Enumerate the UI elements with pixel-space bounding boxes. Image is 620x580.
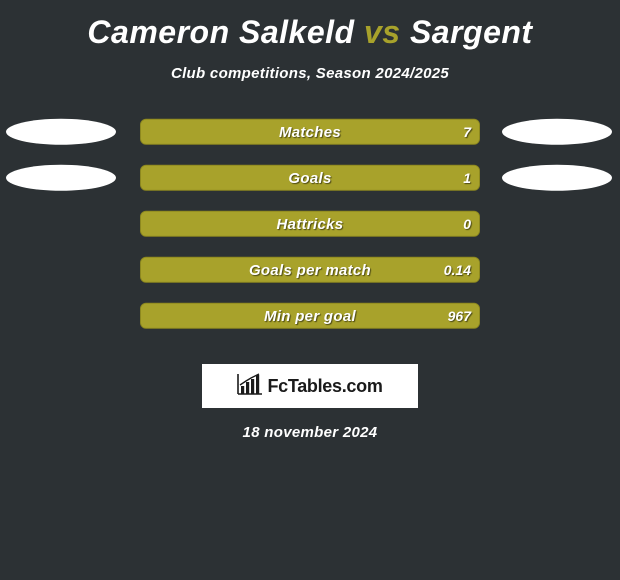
player2-name: Sargent <box>410 14 533 50</box>
stat-row: Goals per match0.14 <box>0 252 620 298</box>
player2-marker <box>502 165 612 191</box>
comparison-title: Cameron Salkeld vs Sargent <box>0 0 620 51</box>
stat-row: Hattricks0 <box>0 206 620 252</box>
stat-value: 7 <box>463 120 471 144</box>
stat-value: 1 <box>463 166 471 190</box>
player1-marker <box>6 165 116 191</box>
stat-label: Goals <box>141 166 479 190</box>
stat-value: 0 <box>463 212 471 236</box>
stat-value: 0.14 <box>444 258 471 282</box>
stat-row: Matches7 <box>0 114 620 160</box>
stat-row: Min per goal967 <box>0 298 620 344</box>
subtitle: Club competitions, Season 2024/2025 <box>0 65 620 82</box>
player1-marker <box>6 119 116 145</box>
player2-marker <box>502 119 612 145</box>
stat-label: Goals per match <box>141 258 479 282</box>
stat-bar: Matches7 <box>140 119 480 145</box>
stat-label: Min per goal <box>141 304 479 328</box>
date-text: 18 november 2024 <box>0 424 620 441</box>
stats-area: Matches7Goals1Hattricks0Goals per match0… <box>0 114 620 344</box>
stat-label: Matches <box>141 120 479 144</box>
stat-bar: Min per goal967 <box>140 303 480 329</box>
stat-label: Hattricks <box>141 212 479 236</box>
vs-text: vs <box>364 14 401 50</box>
stat-bar: Goals1 <box>140 165 480 191</box>
stat-bar: Goals per match0.14 <box>140 257 480 283</box>
stat-value: 967 <box>448 304 471 328</box>
site-logo: FcTables.com <box>202 364 418 408</box>
stat-row: Goals1 <box>0 160 620 206</box>
chart-icon <box>237 373 263 400</box>
logo-text: FcTables.com <box>267 376 382 397</box>
stat-bar: Hattricks0 <box>140 211 480 237</box>
player1-name: Cameron Salkeld <box>87 14 354 50</box>
